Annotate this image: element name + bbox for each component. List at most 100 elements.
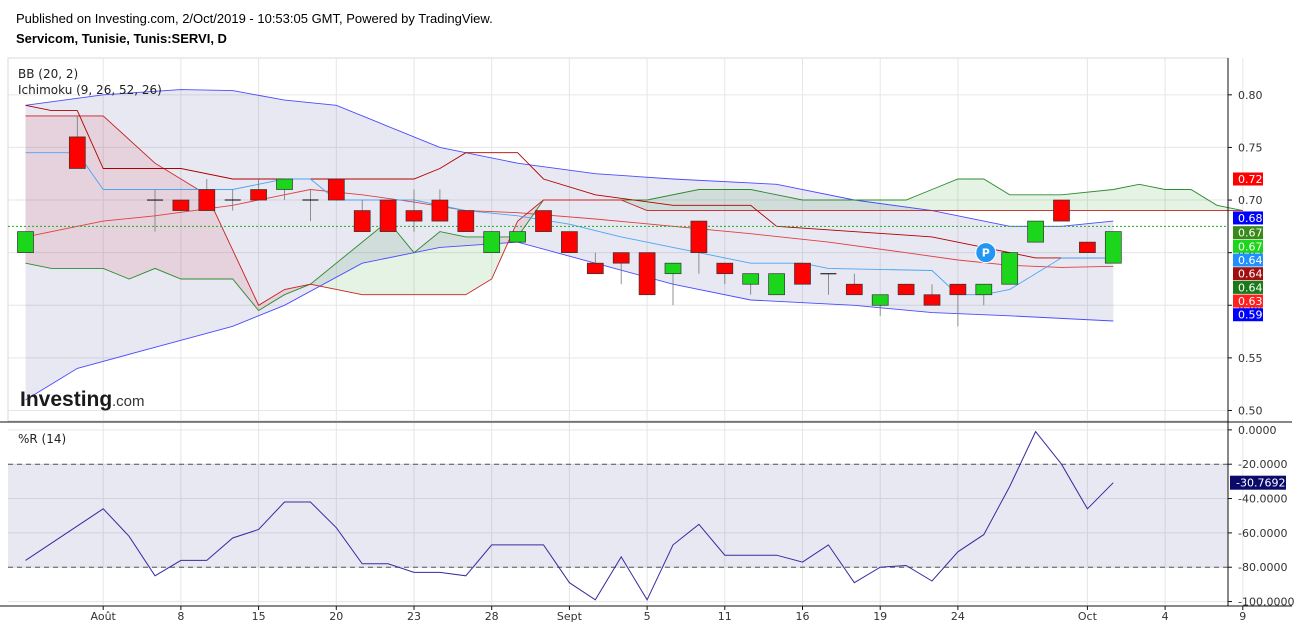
cloud-segment bbox=[129, 139, 143, 279]
candle-body bbox=[1001, 252, 1019, 285]
candle-body bbox=[742, 273, 760, 285]
price-label-text: 0.64 bbox=[1238, 268, 1263, 281]
cloud-segment bbox=[1139, 184, 1153, 211]
cloud-segment bbox=[1113, 186, 1127, 211]
time-tick-label: 16 bbox=[796, 610, 810, 623]
bb-indicator-label[interactable]: BB (20, 2) bbox=[18, 67, 78, 81]
candle-body bbox=[975, 283, 993, 296]
candle-body bbox=[561, 231, 578, 254]
time-tick-label: 24 bbox=[951, 610, 965, 623]
price-label-text: 0.63 bbox=[1238, 295, 1263, 308]
candle-body bbox=[327, 178, 345, 201]
cloud-segment bbox=[362, 231, 376, 295]
cloud-segment bbox=[1009, 194, 1023, 211]
bb-basis-line bbox=[25, 189, 1114, 268]
cloud-segment bbox=[258, 297, 272, 311]
cloud-segment bbox=[660, 194, 673, 211]
candle-body bbox=[68, 136, 86, 169]
price-label-box bbox=[1233, 267, 1263, 281]
investing-logo: Investing .com bbox=[20, 388, 145, 411]
price-label-box bbox=[1233, 226, 1263, 240]
time-tick-label: 5 bbox=[644, 610, 651, 623]
cloud-segment bbox=[414, 242, 427, 295]
cloud-segment bbox=[1191, 189, 1204, 211]
time-axis[interactable]: Août 8 15 20 23 28 Sept 5 11 16 19 24 Oct 4 9 bbox=[91, 606, 1247, 623]
cloud-segment bbox=[452, 234, 466, 295]
cloud-segment bbox=[996, 186, 1010, 211]
logo-main: Investing bbox=[20, 388, 112, 411]
wr-tick-label: -80.0000 bbox=[1238, 561, 1287, 574]
price-tick-label: 0.50 bbox=[1238, 404, 1263, 417]
cloud-segment bbox=[854, 200, 868, 211]
candle-body bbox=[1027, 220, 1044, 243]
cloud-segment bbox=[167, 171, 181, 279]
cloud-segment bbox=[750, 189, 764, 211]
cloud-segment bbox=[1022, 194, 1036, 211]
candle-body bbox=[794, 262, 811, 285]
time-tick-label: 11 bbox=[718, 610, 732, 623]
price-label-text: 0.59 bbox=[1238, 309, 1263, 322]
symbol-title: Servicom, Tunisie, Tunis:SERVI, D bbox=[16, 31, 227, 46]
cloud-segment bbox=[310, 273, 324, 287]
wr-tick-label: -20.0000 bbox=[1238, 458, 1287, 471]
ichimoku-lines bbox=[8, 104, 1243, 312]
williams-r-pane: 0.0000 -20.0000 -40.0000 -60.0000 -80.0000 -1… bbox=[8, 424, 1294, 609]
tenkan-line bbox=[25, 152, 1114, 296]
price-label-text: 0.64 bbox=[1238, 254, 1263, 267]
cloud-segment bbox=[763, 192, 777, 211]
cloud-segment bbox=[271, 289, 285, 303]
candle-body bbox=[1053, 199, 1070, 222]
cloud-segment bbox=[802, 200, 816, 211]
wr-indicator-label[interactable]: %R (14) bbox=[18, 432, 66, 446]
candle-body bbox=[198, 189, 216, 211]
candle-body bbox=[509, 231, 526, 243]
candle-body bbox=[431, 199, 449, 222]
time-tick-label: 20 bbox=[329, 610, 343, 623]
cloud-segment bbox=[142, 151, 155, 274]
cloud-segment bbox=[245, 277, 259, 311]
time-tick-label: 28 bbox=[485, 610, 499, 623]
cloud-segment bbox=[970, 179, 984, 211]
cloud-segment bbox=[893, 200, 907, 211]
cloud-segment bbox=[90, 115, 104, 269]
candle-body bbox=[871, 294, 889, 306]
cloud-segment bbox=[815, 200, 829, 211]
cloud-segment bbox=[219, 222, 233, 279]
candle-body bbox=[690, 220, 708, 254]
price-label-box bbox=[1233, 308, 1263, 322]
price-label-text: 0.67 bbox=[1238, 240, 1263, 253]
wr-tick-label: -100.0000 bbox=[1238, 596, 1294, 609]
wr-last-box bbox=[1230, 475, 1286, 490]
candle-body bbox=[457, 210, 475, 232]
time-tick-label: 9 bbox=[1239, 610, 1246, 623]
price-label-box bbox=[1233, 172, 1263, 186]
cloud-segment bbox=[932, 184, 945, 211]
p-marker bbox=[975, 242, 997, 264]
logo-suffix: .com bbox=[112, 393, 145, 410]
ichimoku-indicator-label[interactable]: Ichimoku (9, 26, 52, 26) bbox=[18, 83, 162, 97]
cloud-segment bbox=[1216, 205, 1230, 211]
price-label-text: 0.64 bbox=[1238, 281, 1263, 294]
candle-body bbox=[1079, 241, 1096, 254]
cloud-segment bbox=[957, 179, 971, 211]
price-tick-label: 0.80 bbox=[1238, 89, 1263, 102]
cloud-segment bbox=[1035, 194, 1049, 211]
price-tick-label: 0.55 bbox=[1238, 352, 1263, 365]
cloud-segment bbox=[375, 221, 389, 295]
candles[interactable]: P bbox=[17, 115, 1122, 327]
wr-tick-label: 0.0000 bbox=[1238, 424, 1277, 437]
cloud-segment bbox=[647, 197, 661, 211]
candle-body bbox=[379, 199, 397, 232]
candle-body bbox=[353, 210, 371, 232]
wr-tick-label: -60.0000 bbox=[1238, 527, 1287, 540]
candle-body bbox=[17, 231, 34, 254]
price-label-box bbox=[1233, 294, 1263, 308]
cloud-segment bbox=[51, 115, 65, 269]
candle-body bbox=[664, 262, 682, 275]
cloud-segment bbox=[232, 250, 246, 295]
cloud-segment bbox=[776, 194, 790, 211]
candle-body bbox=[1104, 231, 1122, 264]
p-marker-label: P bbox=[982, 247, 990, 260]
time-tick-label: 15 bbox=[252, 610, 266, 623]
